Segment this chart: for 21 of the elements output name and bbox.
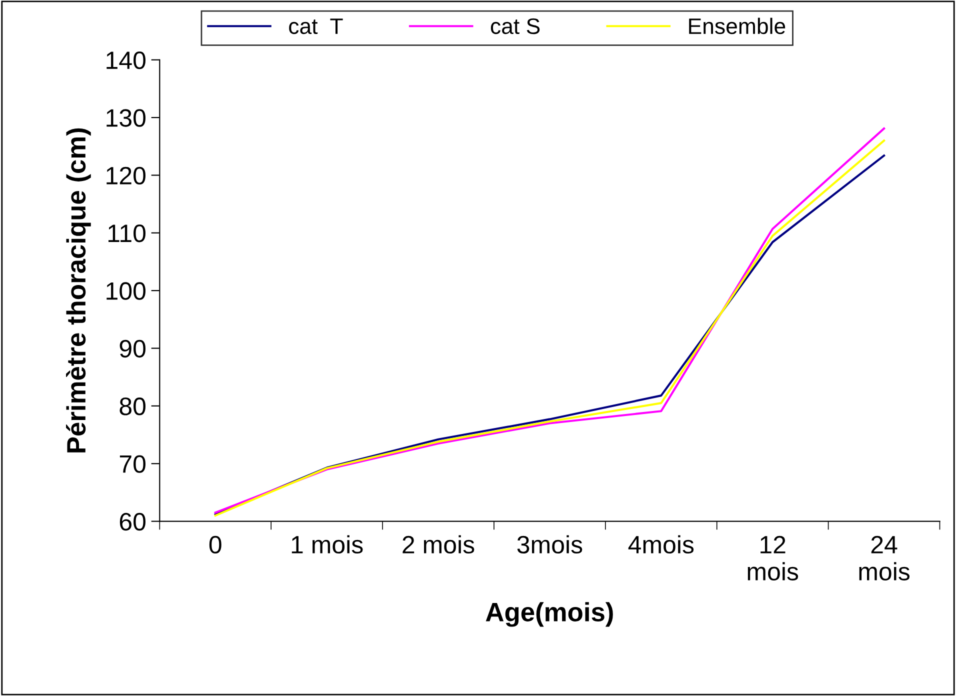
y-axis-title: Périmètre thoracique (cm) (66, 128, 91, 452)
x-tick-label: 3mois (517, 535, 582, 554)
y-tick-label: 80 (120, 398, 146, 416)
x-tick-label: 2 mois (402, 535, 474, 554)
y-tick-label: 90 (120, 340, 146, 358)
legend-label: cat S (490, 18, 540, 34)
y-tick-label: 130 (106, 109, 146, 127)
x-tick-label: 1 mois (292, 535, 363, 554)
x-tick-label: 24 mois (859, 536, 910, 580)
x-axis-title: Age(mois) (486, 602, 613, 627)
x-tick-label: 0 (209, 536, 222, 554)
y-tick-label: 60 (120, 512, 146, 531)
legend-label: Ensemble (689, 18, 786, 34)
legend-label: cat T (289, 18, 343, 34)
y-tick-label: 110 (108, 224, 146, 242)
x-tick-label: 12 mois (748, 536, 798, 580)
y-tick-label: 140 (106, 51, 146, 70)
x-tick-label: 4mois (628, 535, 694, 554)
y-tick-label: 120 (106, 166, 146, 185)
y-tick-label: 70 (120, 455, 146, 473)
y-tick-label: 100 (106, 282, 146, 300)
